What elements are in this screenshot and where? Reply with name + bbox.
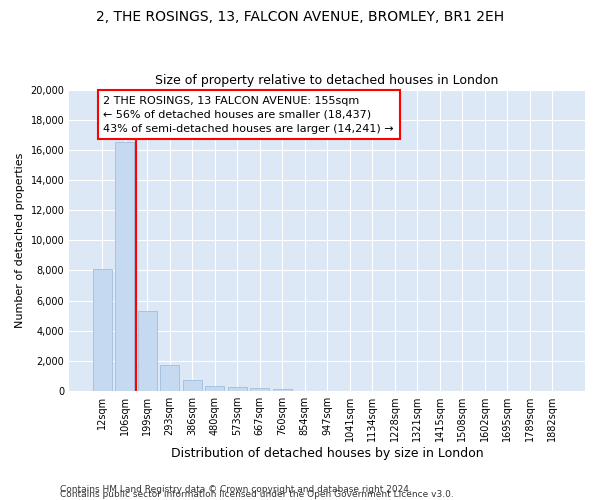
- Bar: [272, 389, 292, 391]
- Bar: [93, 269, 112, 391]
- Text: 2 THE ROSINGS, 13 FALCON AVENUE: 155sqm
← 56% of detached houses are smaller (18: 2 THE ROSINGS, 13 FALCON AVENUE: 155sqm …: [103, 96, 394, 134]
- Bar: [250, 388, 269, 391]
- Bar: [182, 380, 202, 391]
- Bar: [160, 364, 179, 391]
- Text: Contains HM Land Registry data © Crown copyright and database right 2024.: Contains HM Land Registry data © Crown c…: [60, 484, 412, 494]
- Text: 2, THE ROSINGS, 13, FALCON AVENUE, BROMLEY, BR1 2EH: 2, THE ROSINGS, 13, FALCON AVENUE, BROML…: [96, 10, 504, 24]
- Title: Size of property relative to detached houses in London: Size of property relative to detached ho…: [155, 74, 499, 87]
- Bar: [205, 386, 224, 391]
- X-axis label: Distribution of detached houses by size in London: Distribution of detached houses by size …: [171, 447, 484, 460]
- Bar: [227, 387, 247, 391]
- Y-axis label: Number of detached properties: Number of detached properties: [15, 152, 25, 328]
- Bar: [115, 142, 134, 391]
- Text: Contains public sector information licensed under the Open Government Licence v3: Contains public sector information licen…: [60, 490, 454, 499]
- Bar: [138, 311, 157, 391]
